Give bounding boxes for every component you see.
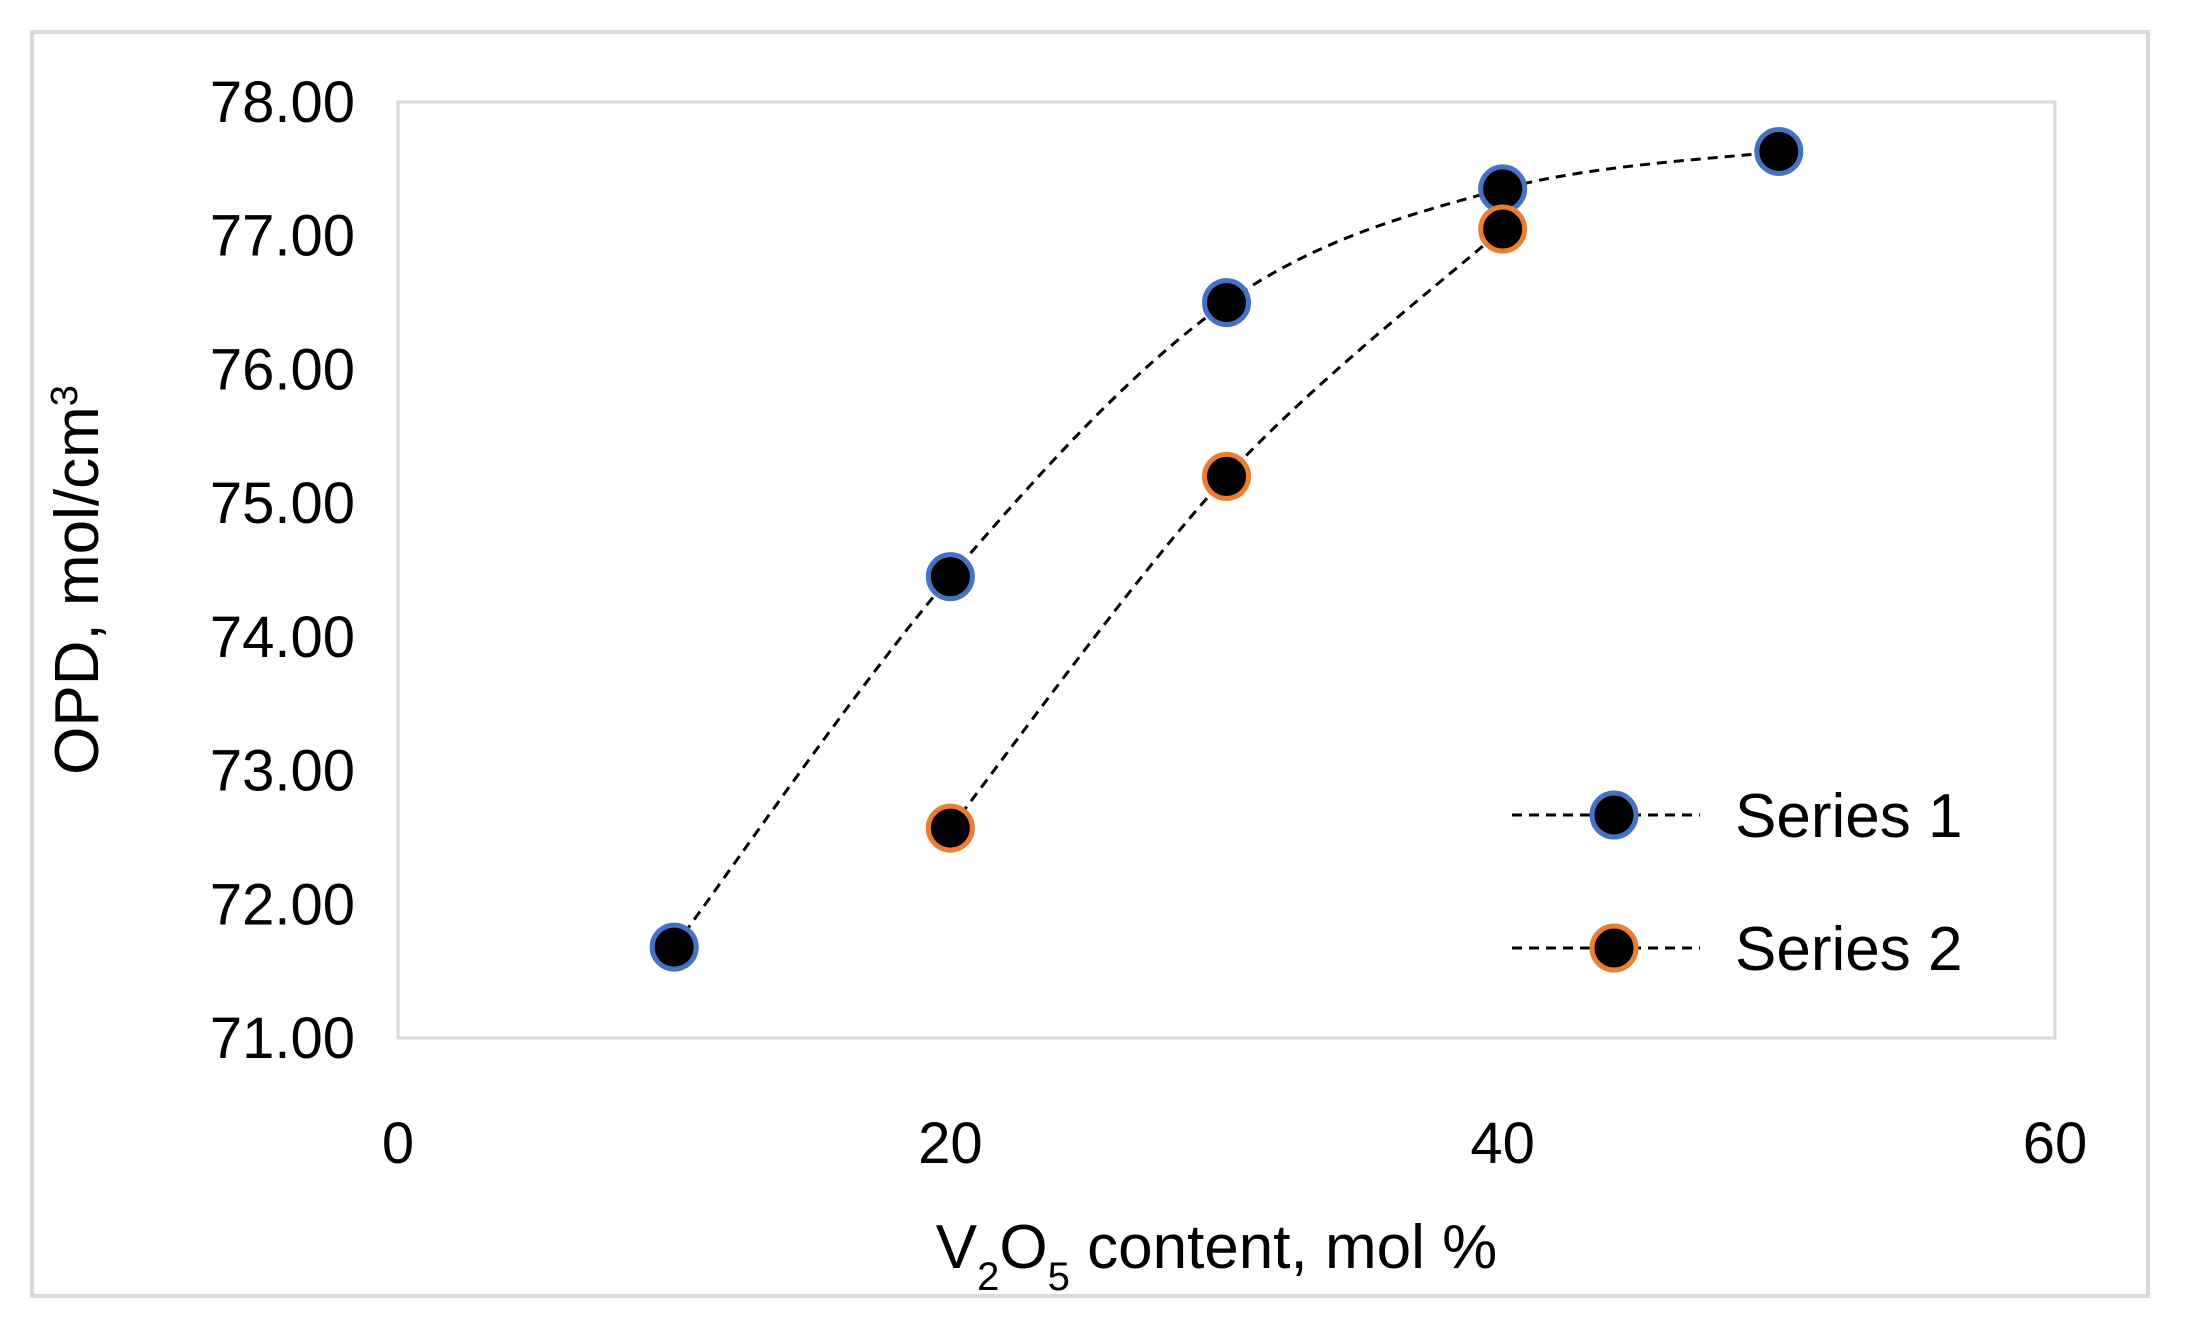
x-axis-title-sub1: 2	[977, 1255, 999, 1299]
x-tick-label: 60	[2023, 1111, 2088, 1176]
y-tick-label: 75.00	[210, 471, 355, 536]
chart-frame	[30, 30, 2150, 1298]
legend-marker-series-1	[1589, 790, 1639, 840]
y-axis-title-text: OPD, mol/cm	[43, 406, 112, 775]
y-tick-label: 74.00	[210, 605, 355, 670]
legend-marker-series-2	[1589, 923, 1639, 973]
series-1-point	[925, 552, 975, 602]
plot-area	[396, 100, 2057, 1040]
series-1-point	[1478, 164, 1528, 214]
series-points	[649, 126, 1804, 972]
series-1-point	[1202, 278, 1251, 328]
legend-label-series-2: Series 2	[1735, 915, 1962, 984]
y-axis-tick-labels: 71.00 72.00 73.00 74.00 75.00 76.00 77.00 78.00	[210, 70, 355, 1071]
x-tick-label: 40	[1470, 1111, 1535, 1176]
y-axis-title-superscript: 3	[44, 385, 86, 406]
y-tick-label: 73.00	[210, 739, 355, 804]
y-axis-title: OPD, mol/cm3	[43, 385, 112, 775]
y-tick-label: 72.00	[210, 872, 355, 937]
x-axis-title-sub2: 5	[1048, 1255, 1070, 1299]
x-axis-title-pre: V	[936, 1213, 978, 1282]
x-axis-title: V2O5 content, mol %	[936, 1213, 1497, 1299]
series-1-line	[672, 149, 1780, 948]
series-1-point	[649, 922, 699, 972]
y-tick-label: 71.00	[210, 1006, 355, 1071]
y-tick-label: 77.00	[210, 204, 355, 269]
x-axis-title-post: content, mol %	[1070, 1213, 1497, 1282]
series-1-point	[1754, 126, 1804, 176]
series-2-point	[925, 803, 975, 853]
legend-label-series-1: Series 1	[1735, 782, 1962, 851]
series-2-point	[1202, 451, 1251, 501]
x-axis-tick-labels: 0 20 40 60	[382, 1111, 2087, 1176]
y-tick-label: 76.00	[210, 337, 355, 402]
y-tick-label: 78.00	[210, 70, 355, 135]
x-tick-label: 0	[382, 1111, 414, 1176]
legend: Series 1 Series 2	[1512, 782, 1962, 984]
x-tick-label: 20	[918, 1111, 983, 1176]
series-2-point	[1478, 204, 1528, 254]
x-axis-title-mid: O	[999, 1213, 1047, 1282]
